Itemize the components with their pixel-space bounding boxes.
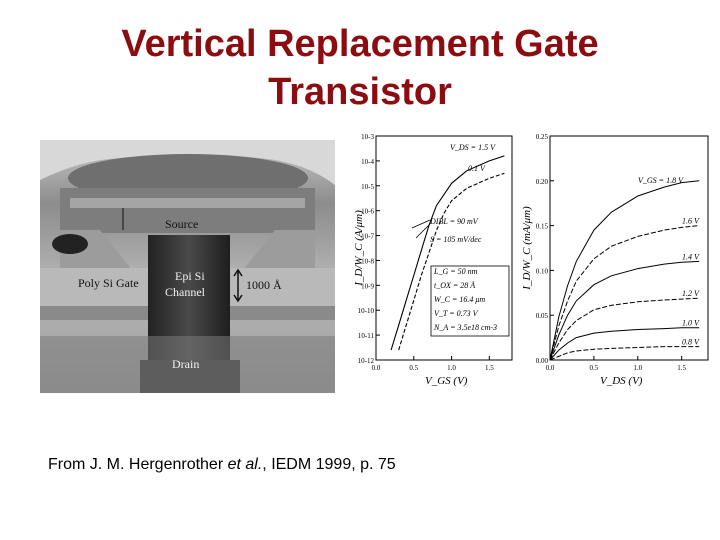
title-line-1: Vertical Replacement Gate xyxy=(121,23,599,65)
title-line-2: Transistor xyxy=(268,71,452,113)
label-channel: Channel xyxy=(165,285,206,299)
plot2-xtick-label: 0.0 xyxy=(546,364,555,372)
plot1-ytick-label: 10-3 xyxy=(361,133,374,141)
caption-et-al: et al. xyxy=(227,456,263,473)
plot1-ytick-label: 10-8 xyxy=(361,257,374,265)
caption-suffix: , IEDM 1999, p. 75 xyxy=(262,456,396,473)
plot2-series-label: 1.0 V xyxy=(682,319,700,328)
plot1-ytick-label: 10-6 xyxy=(361,208,374,216)
plot2-series-line xyxy=(549,327,700,361)
plot2-series-label: 0.8 V xyxy=(682,338,700,347)
plot1-series-line xyxy=(398,172,505,351)
transfer-characteristic-plot: I_D/W_C (A/μm) 10-3 10-4 10-5 10-6 10-7 10-8 1… xyxy=(353,133,513,387)
plot2-ytick-label: 0.05 xyxy=(536,312,549,320)
citation-caption: From J. M. Hergenrother et al., IEDM 199… xyxy=(48,456,396,474)
plot2-xtick-label: 1.0 xyxy=(633,364,642,372)
plot1-vds-label-2: 0.1 V xyxy=(468,164,486,173)
y-axis-label-1: I_D/W_C (A/μm) xyxy=(353,210,365,287)
plot2-ytick-label: 0.10 xyxy=(536,267,549,275)
plot1-ytick-label: 10-10 xyxy=(358,307,375,315)
plot2-series-line xyxy=(549,297,700,361)
caption-prefix: From J. M. Hergenrother xyxy=(48,456,228,473)
label-1000-angstrom: 1000 Å xyxy=(246,278,282,292)
annotation-tox: t_OX = 28 Å xyxy=(434,281,475,290)
plot1-vds-label: V_DS = 1.5 V xyxy=(450,143,496,152)
plot1-ytick-label: 10-5 xyxy=(361,183,374,191)
plot1-xtick-label: 1.0 xyxy=(447,364,456,372)
plot2-xlabel: V_DS (V) xyxy=(600,375,643,387)
plot1-xlabel: V_GS (V) xyxy=(425,375,468,387)
label-poly-si-gate: Poly Si Gate xyxy=(78,276,139,290)
plot2-ytick-label: 0.25 xyxy=(536,133,549,141)
plot2-series-line xyxy=(549,180,700,361)
plot2-frame xyxy=(549,135,709,361)
plot1-frame xyxy=(375,135,513,361)
annotation-na: N_A = 3.5e18 cm-3 xyxy=(433,323,497,332)
label-source: Source xyxy=(165,217,198,231)
annotation-wc: W_C = 16.4 μm xyxy=(434,295,485,304)
output-characteristic-plot: I_D/W_C (mA/μm) 0.00 0.05 0.10 0.15 0.20 0.25… xyxy=(521,133,709,387)
plot2-series-line xyxy=(549,260,700,361)
label-epi-si: Epi Si xyxy=(175,269,205,283)
annotation-s: S = 105 mV/dec xyxy=(430,235,482,244)
label-drain: Drain xyxy=(172,357,199,371)
plot2-series-line xyxy=(549,225,700,361)
plot1-ytick-label: 10-7 xyxy=(361,233,374,241)
plot2-ytick-label: 0.20 xyxy=(536,178,549,186)
plot1-series-line xyxy=(390,155,505,351)
plot1-xtick-label: 0.5 xyxy=(409,364,418,372)
plot2-series-label: 1.6 V xyxy=(682,217,700,226)
annotation-dibl: DIBL = 90 mV xyxy=(429,217,479,226)
annotation-vt: V_T = 0.73 V xyxy=(434,309,479,318)
plot2-ylabel: I_D/W_C (mA/μm) xyxy=(521,206,533,291)
slide-title: Vertical Replacement Gate Transistor xyxy=(0,20,720,116)
plot2-series-label: 1.4 V xyxy=(682,252,700,261)
plot2-xtick-label: 0.5 xyxy=(590,364,599,372)
plot2-xtick-label: 1.5 xyxy=(677,364,686,372)
plot1-xtick-label: 1.5 xyxy=(485,364,494,372)
plot2-ytick-label: 0.00 xyxy=(536,357,549,365)
annotation-lg: L_G = 50 nm xyxy=(433,267,478,276)
plot2-series-label: 1.2 V xyxy=(682,289,700,298)
plot2-ytick-label: 0.15 xyxy=(536,223,549,231)
plot1-ytick-label: 10-9 xyxy=(361,282,374,290)
plot1-ylabel: I_D/W_C (A/μm) xyxy=(353,210,365,287)
plot2-series-line xyxy=(549,346,700,361)
plot1-xtick-label: 0.0 xyxy=(372,364,381,372)
plot2-legend-title: V_GS = 1.8 V xyxy=(638,176,684,185)
plot1-ytick-label: 10-4 xyxy=(361,158,374,166)
tem-micrograph: Source Poly Si Gate Epi Si Channel 1000 … xyxy=(40,140,335,393)
plot1-ytick-label: 10-12 xyxy=(358,357,375,365)
plot1-ytick-label: 10-11 xyxy=(358,332,375,340)
